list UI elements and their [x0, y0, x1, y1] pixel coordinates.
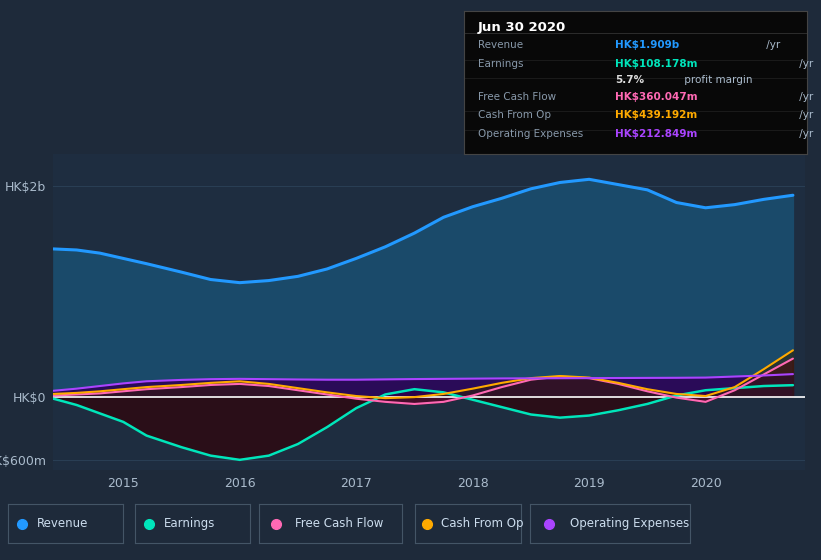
Text: HK$212.849m: HK$212.849m [615, 129, 697, 139]
Text: HK$108.178m: HK$108.178m [615, 59, 697, 69]
Text: Revenue: Revenue [478, 40, 523, 50]
Text: /yr: /yr [796, 129, 814, 139]
Text: /yr: /yr [796, 92, 814, 102]
Text: HK$1.909b: HK$1.909b [615, 40, 679, 50]
Text: HK$439.192m: HK$439.192m [615, 110, 697, 120]
Text: Operating Expenses: Operating Expenses [478, 129, 583, 139]
Text: Free Cash Flow: Free Cash Flow [478, 92, 556, 102]
Text: 5.7%: 5.7% [615, 74, 644, 85]
Text: Cash From Op: Cash From Op [478, 110, 551, 120]
Text: /yr: /yr [796, 110, 814, 120]
Text: Earnings: Earnings [478, 59, 523, 69]
Text: Jun 30 2020: Jun 30 2020 [478, 21, 566, 34]
Text: /yr: /yr [763, 40, 781, 50]
Text: Revenue: Revenue [37, 517, 89, 530]
Text: Operating Expenses: Operating Expenses [570, 517, 689, 530]
Text: Cash From Op: Cash From Op [442, 517, 524, 530]
Text: HK$360.047m: HK$360.047m [615, 92, 698, 102]
Text: Earnings: Earnings [164, 517, 216, 530]
Text: Free Cash Flow: Free Cash Flow [295, 517, 383, 530]
Text: /yr: /yr [796, 59, 814, 69]
Text: profit margin: profit margin [681, 74, 752, 85]
